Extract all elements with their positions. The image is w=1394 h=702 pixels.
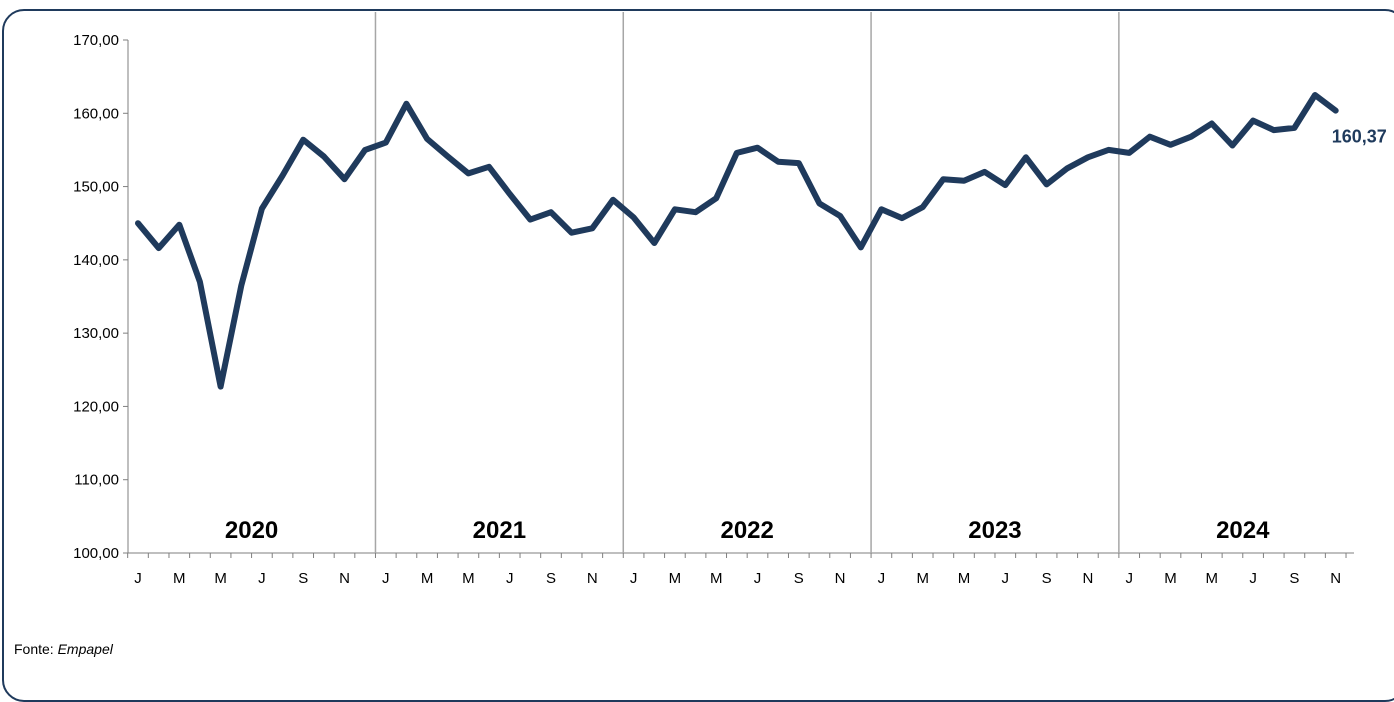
x-tick-label: M bbox=[1164, 570, 1177, 587]
x-tick-label: M bbox=[710, 570, 723, 587]
y-tick-label: 100,00 bbox=[73, 545, 119, 562]
x-tick-label: N bbox=[587, 570, 598, 587]
x-tick-label: S bbox=[1289, 570, 1299, 587]
x-tick-label: M bbox=[421, 570, 434, 587]
source-prefix: Fonte: bbox=[14, 641, 58, 657]
y-tick-label: 160,00 bbox=[73, 105, 119, 122]
x-tick-label: M bbox=[958, 570, 971, 587]
year-label: 2022 bbox=[720, 517, 773, 544]
x-tick-label: M bbox=[173, 570, 186, 587]
y-tick-label: 130,00 bbox=[73, 325, 119, 342]
axes bbox=[123, 39, 1354, 558]
x-tick-label: J bbox=[630, 570, 638, 587]
series-line bbox=[135, 92, 1339, 390]
y-tick-label: 170,00 bbox=[73, 32, 119, 49]
source-name: Empapel bbox=[57, 641, 113, 657]
x-tick-label: J bbox=[754, 570, 762, 587]
year-labels: 2020 2021 2022 2023 2024 bbox=[225, 517, 1270, 544]
x-tick-label: N bbox=[339, 570, 350, 587]
x-tick-label: S bbox=[298, 570, 308, 587]
x-tick-label: J bbox=[1125, 570, 1133, 587]
x-tick-label: N bbox=[835, 570, 846, 587]
year-label: 2020 bbox=[225, 517, 278, 544]
x-tick-label: J bbox=[258, 570, 266, 587]
source-note: Fonte: Empapel bbox=[14, 641, 113, 657]
year-label: 2021 bbox=[473, 517, 526, 544]
y-tick-label: 110,00 bbox=[74, 472, 119, 489]
x-tick-label: M bbox=[1206, 570, 1219, 587]
x-tick-label: S bbox=[1042, 570, 1052, 587]
x-tick-label: J bbox=[382, 570, 390, 587]
x-tick-label: N bbox=[1330, 570, 1341, 587]
x-tick-label: J bbox=[134, 570, 142, 587]
y-tick-label: 150,00 bbox=[73, 179, 119, 196]
y-tick-labels: 100,00 110,00 120,00 130,00 140,00 150,00 160,… bbox=[73, 32, 119, 562]
year-dividers bbox=[374, 12, 1120, 553]
end-value-label: 160,37 bbox=[1332, 127, 1387, 147]
x-tick-label: M bbox=[462, 570, 475, 587]
year-label: 2023 bbox=[968, 517, 1021, 544]
x-tick-label: J bbox=[1249, 570, 1257, 587]
x-tick-label: J bbox=[506, 570, 514, 587]
x-tick-label: M bbox=[916, 570, 929, 587]
x-tick-label: J bbox=[1002, 570, 1010, 587]
y-tick-label: 120,00 bbox=[73, 398, 119, 415]
y-tick-label: 140,00 bbox=[73, 252, 119, 269]
x-tick-label: S bbox=[546, 570, 556, 587]
x-tick-label: S bbox=[794, 570, 804, 587]
x-tick-label: M bbox=[214, 570, 227, 587]
x-tick-label: N bbox=[1082, 570, 1093, 587]
x-tick-label: M bbox=[669, 570, 682, 587]
x-tick-label: J bbox=[878, 570, 886, 587]
year-label: 2024 bbox=[1216, 517, 1270, 544]
